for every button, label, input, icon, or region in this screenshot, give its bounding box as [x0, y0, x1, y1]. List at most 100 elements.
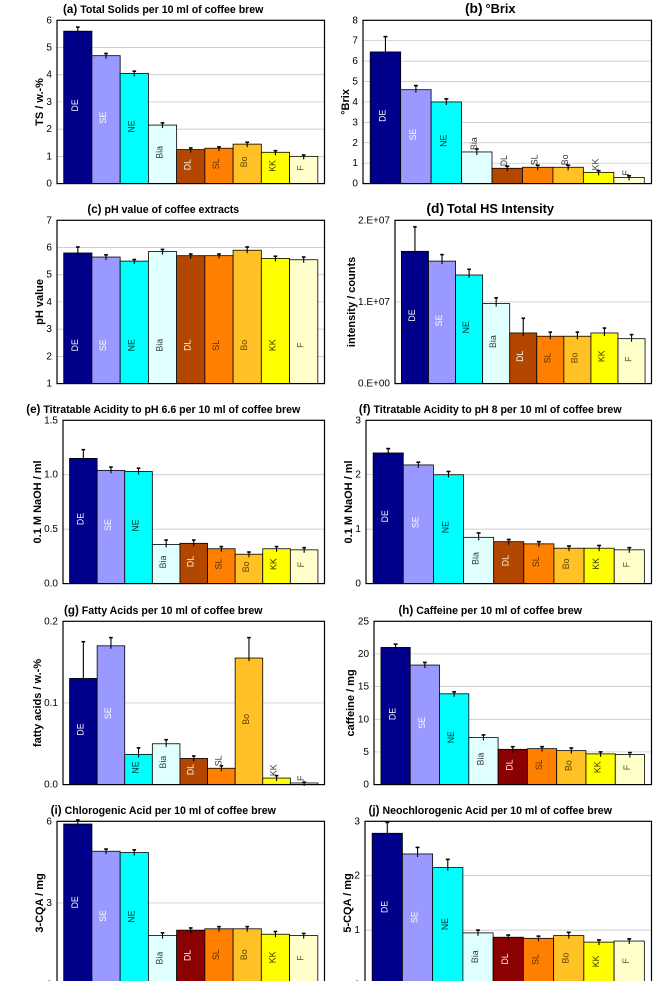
svg-text:SL: SL [211, 949, 221, 960]
svg-text:2: 2 [355, 470, 361, 481]
svg-text:F: F [296, 775, 306, 781]
svg-text:1: 1 [352, 158, 358, 169]
svg-text:5: 5 [363, 747, 369, 758]
svg-text:SL: SL [213, 755, 223, 766]
svg-text:1.0: 1.0 [44, 470, 58, 481]
svg-text:1.E+07: 1.E+07 [358, 297, 390, 308]
svg-text:(f)Titratable Acidity to pH 8: (f) Titratable Acidity to pH 8 per 10 ml … [358, 404, 621, 416]
svg-text:KK: KK [596, 350, 606, 362]
svg-text:caffeine / mg: caffeine / mg [345, 669, 357, 736]
svg-text:SL: SL [529, 154, 539, 165]
svg-text:0.0: 0.0 [44, 579, 58, 590]
svg-text:1: 1 [355, 525, 361, 536]
svg-text:SE: SE [98, 339, 108, 351]
svg-text:DE: DE [380, 510, 390, 522]
svg-text:DL: DL [515, 351, 525, 362]
svg-text:NE: NE [439, 918, 449, 930]
svg-text:Bo: Bo [569, 353, 579, 364]
svg-text:F: F [623, 356, 633, 362]
svg-text:SE: SE [407, 129, 417, 141]
svg-text:Bo: Bo [239, 340, 249, 351]
svg-text:2.E+07: 2.E+07 [358, 215, 390, 226]
svg-text:F: F [621, 764, 631, 770]
svg-text:NE: NE [126, 120, 136, 132]
svg-text:6: 6 [46, 816, 52, 827]
svg-text:F: F [621, 169, 631, 175]
svg-text:8: 8 [352, 15, 358, 26]
svg-text:(g)Fatty Acids per 10 ml of co: (g) Fatty Acids per 10 ml of coffee brew [64, 605, 263, 617]
svg-text:NE: NE [126, 339, 136, 351]
svg-text:NE: NE [438, 135, 448, 147]
svg-text:fatty acids / w.-%: fatty acids / w.-% [32, 658, 44, 746]
svg-text:KK: KK [592, 761, 602, 773]
svg-text:NE: NE [461, 321, 471, 333]
svg-text:DE: DE [70, 99, 80, 111]
svg-text:3: 3 [352, 117, 358, 128]
svg-text:2: 2 [354, 871, 360, 882]
svg-text:SL: SL [542, 353, 552, 364]
svg-text:Bia: Bia [155, 146, 165, 159]
svg-text:2: 2 [352, 138, 358, 149]
svg-text:F: F [296, 342, 306, 348]
svg-text:pH value: pH value [34, 279, 46, 325]
svg-text:Bo: Bo [239, 156, 249, 167]
svg-text:SE: SE [98, 910, 108, 922]
svg-text:NE: NE [446, 731, 456, 743]
svg-text:DE: DE [387, 707, 397, 719]
svg-text:(j)Neochlorogenic Acid per 10: (j) Neochlorogenic Acid per 10 ml of coff… [368, 805, 612, 817]
svg-text:SE: SE [409, 911, 419, 923]
svg-text:5: 5 [46, 270, 52, 281]
svg-text:Bia: Bia [158, 755, 168, 768]
svg-text:F: F [296, 562, 306, 568]
svg-text:0.E+00: 0.E+00 [358, 379, 390, 390]
svg-text:Bia: Bia [468, 137, 478, 150]
svg-text:Bia: Bia [488, 335, 498, 348]
svg-text:7: 7 [46, 215, 52, 226]
svg-text:(h)Caffeine per 10 ml of coffe: (h) Caffeine per 10 ml of coffee brew [398, 605, 582, 617]
svg-text:4: 4 [352, 97, 358, 108]
svg-text:Bia: Bia [158, 556, 168, 569]
svg-text:3: 3 [46, 324, 52, 335]
svg-text:Bo: Bo [241, 713, 251, 724]
svg-text:5: 5 [352, 77, 358, 88]
svg-text:F: F [296, 955, 306, 961]
svg-text:SL: SL [530, 557, 540, 568]
svg-text:0: 0 [355, 579, 361, 590]
svg-text:1.5: 1.5 [44, 416, 58, 427]
svg-text:KK: KK [267, 339, 277, 351]
svg-text:15: 15 [357, 681, 369, 692]
svg-text:0: 0 [352, 179, 358, 190]
svg-text:DE: DE [406, 309, 416, 321]
svg-text:F: F [621, 957, 631, 963]
svg-text:2: 2 [46, 352, 52, 363]
svg-text:1: 1 [354, 925, 360, 936]
svg-text:(c)pH value of coffee extracts: (c) pH value of coffee extracts [87, 204, 239, 216]
svg-text:DE: DE [75, 723, 85, 735]
svg-text:3: 3 [46, 97, 52, 108]
svg-text:NE: NE [131, 761, 141, 773]
svg-text:SL: SL [211, 340, 221, 351]
svg-text:0: 0 [46, 179, 52, 190]
svg-text:intensity / counts: intensity / counts [346, 257, 358, 347]
svg-text:DL: DL [186, 556, 196, 567]
svg-text:Bia: Bia [475, 752, 485, 765]
svg-text:DE: DE [75, 513, 85, 525]
svg-text:DL: DL [499, 155, 509, 166]
svg-text:F: F [621, 562, 631, 568]
svg-text:Bo: Bo [560, 952, 570, 963]
svg-text:SL: SL [211, 158, 221, 169]
svg-text:KK: KK [267, 160, 277, 172]
svg-text:1: 1 [46, 379, 52, 390]
svg-text:3: 3 [355, 416, 361, 427]
svg-text:Bia: Bia [470, 552, 480, 565]
svg-text:(i)Chlorogenic Acid per 10 ml: (i) Chlorogenic Acid per 10 ml of coffee … [51, 805, 277, 817]
svg-text:0.1: 0.1 [44, 698, 58, 709]
svg-text:Bo: Bo [563, 760, 573, 771]
svg-text:DL: DL [500, 555, 510, 566]
svg-text:SE: SE [103, 519, 113, 531]
svg-text:Bo: Bo [239, 949, 249, 960]
svg-text:5-CQA / mg: 5-CQA / mg [342, 873, 354, 932]
svg-text:25: 25 [357, 616, 369, 627]
svg-text:1: 1 [46, 151, 52, 162]
svg-text:DE: DE [379, 900, 389, 912]
